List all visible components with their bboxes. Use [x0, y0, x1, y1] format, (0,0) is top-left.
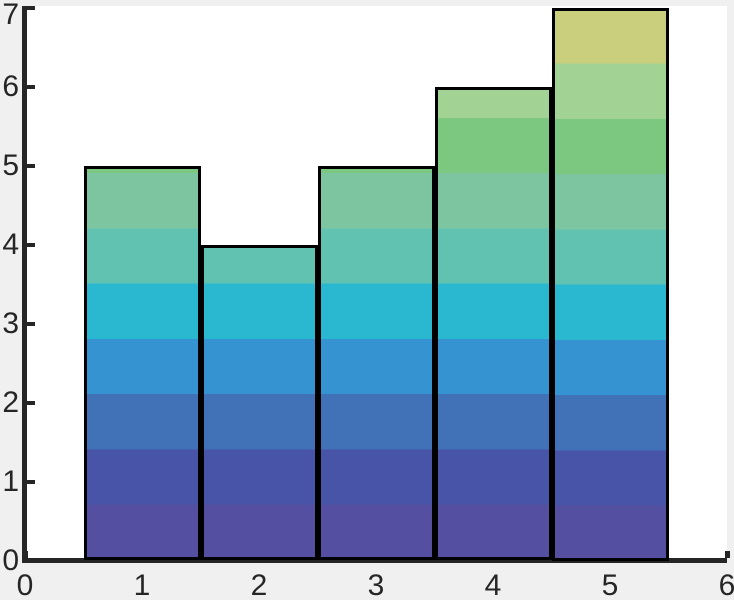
- y-tick-mark-2: [27, 400, 35, 405]
- bar-x5: [551, 8, 669, 561]
- y-tick-mark-1: [27, 479, 35, 484]
- x-tick-mark-0: [22, 551, 28, 558]
- y-tick-label-5: 5: [2, 148, 19, 182]
- y-tick-label-3: 3: [2, 306, 19, 340]
- y-tick-label-6: 6: [2, 69, 19, 103]
- y-tick-mark-6: [27, 84, 35, 89]
- x-tick-label-1: 1: [133, 569, 151, 600]
- y-tick-mark-5: [27, 163, 35, 168]
- x-tick-label-4: 4: [484, 569, 502, 600]
- y-tick-mark-0: [27, 558, 35, 563]
- y-tick-mark-7: [27, 6, 35, 10]
- bar-x2: [200, 244, 318, 561]
- y-tick-mark-3: [27, 321, 35, 326]
- y-tick-label-2: 2: [2, 385, 19, 419]
- bar-x1: [83, 165, 201, 561]
- bar-x4: [434, 86, 552, 561]
- y-tick-mark-4: [27, 242, 35, 247]
- y-tick-label-0: 0: [2, 543, 19, 577]
- x-tick-label-3: 3: [367, 569, 385, 600]
- y-tick-label-7: 7: [2, 0, 19, 31]
- x-tick-label-6: 6: [718, 569, 734, 600]
- bar-x3: [317, 165, 435, 561]
- x-tick-mark-6: [724, 551, 730, 558]
- x-axis-spine: [22, 558, 727, 563]
- x-tick-label-2: 2: [250, 569, 268, 600]
- y-tick-label-1: 1: [2, 464, 19, 498]
- x-tick-label-5: 5: [601, 569, 619, 600]
- y-axis-spine: [22, 6, 27, 563]
- y-tick-label-4: 4: [2, 227, 19, 261]
- x-tick-label-0: 0: [16, 569, 34, 600]
